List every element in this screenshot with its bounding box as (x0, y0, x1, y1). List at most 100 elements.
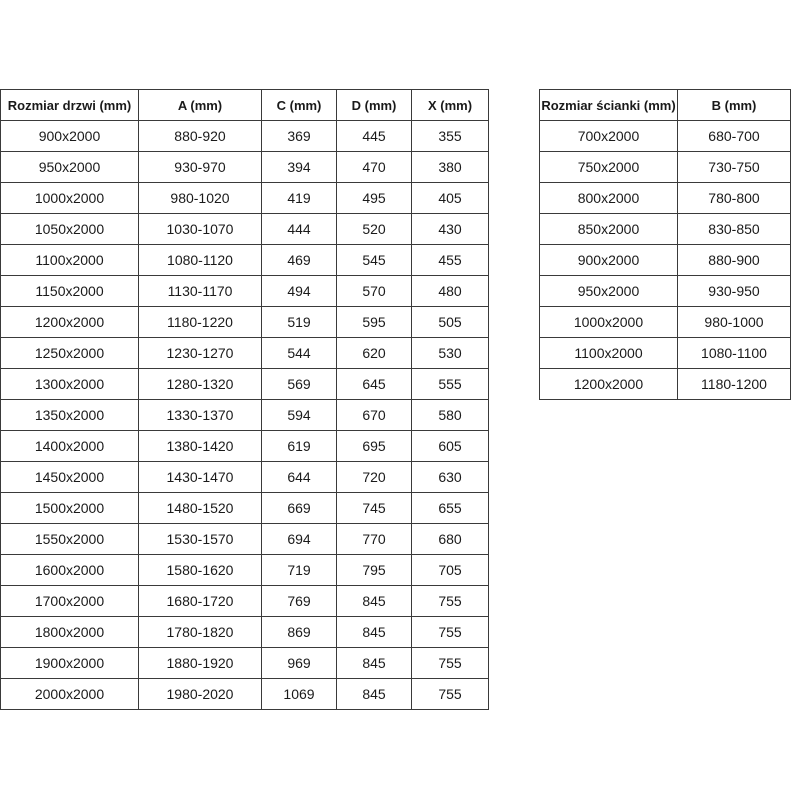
table-row: 1250x2000 1230-1270 544 620 530 (0, 337, 489, 369)
table-row: 2000x2000 1980-2020 1069 845 755 (0, 678, 489, 710)
table-cell: 720 (336, 461, 412, 493)
table-cell: 1980-2020 (138, 678, 262, 710)
table-row: 1700x2000 1680-1720 769 845 755 (0, 585, 489, 617)
table-cell: 780-800 (677, 182, 791, 214)
table-cell: 469 (261, 244, 337, 276)
table-cell: 755 (411, 616, 489, 648)
table-cell: 880-920 (138, 120, 262, 152)
table-cell: 1450x2000 (0, 461, 139, 493)
table-cell: 980-1020 (138, 182, 262, 214)
table-row: 950x2000 930-950 (539, 275, 791, 307)
column-header: B (mm) (677, 89, 791, 121)
table-row: 750x2000 730-750 (539, 151, 791, 183)
table-cell: 1480-1520 (138, 492, 262, 524)
table-cell: 930-950 (677, 275, 791, 307)
table-row: 700x2000 680-700 (539, 120, 791, 152)
table-cell: 845 (336, 647, 412, 679)
table-cell: 1900x2000 (0, 647, 139, 679)
table-cell: 1069 (261, 678, 337, 710)
table-cell: 1080-1120 (138, 244, 262, 276)
table-cell: 619 (261, 430, 337, 462)
table-cell: 930-970 (138, 151, 262, 183)
table-cell: 380 (411, 151, 489, 183)
table-cell: 480 (411, 275, 489, 307)
table-cell: 430 (411, 213, 489, 245)
table-cell: 1530-1570 (138, 523, 262, 555)
table-cell: 1030-1070 (138, 213, 262, 245)
table-cell: 555 (411, 368, 489, 400)
table-cell: 495 (336, 182, 412, 214)
table-cell: 1230-1270 (138, 337, 262, 369)
table-cell: 800x2000 (539, 182, 678, 214)
table-cell: 1680-1720 (138, 585, 262, 617)
table-cell: 980-1000 (677, 306, 791, 338)
table-cell: 1200x2000 (0, 306, 139, 338)
table-row: 1450x2000 1430-1470 644 720 630 (0, 461, 489, 493)
table-row: 1000x2000 980-1020 419 495 405 (0, 182, 489, 214)
table-cell: 1580-1620 (138, 554, 262, 586)
table-cell: 755 (411, 678, 489, 710)
table-cell: 419 (261, 182, 337, 214)
table-cell: 520 (336, 213, 412, 245)
table-cell: 544 (261, 337, 337, 369)
table-cell: 1800x2000 (0, 616, 139, 648)
table-cell: 1180-1220 (138, 306, 262, 338)
table-cell: 1200x2000 (539, 368, 678, 400)
table-cell: 570 (336, 275, 412, 307)
table-cell: 869 (261, 616, 337, 648)
table-row: 1550x2000 1530-1570 694 770 680 (0, 523, 489, 555)
table-row: 850x2000 830-850 (539, 213, 791, 245)
table-cell: 1400x2000 (0, 430, 139, 462)
table-cell: 594 (261, 399, 337, 431)
table-cell: 695 (336, 430, 412, 462)
table-row: 1000x2000 980-1000 (539, 306, 791, 338)
table-cell: 1380-1420 (138, 430, 262, 462)
table-row: 1350x2000 1330-1370 594 670 580 (0, 399, 489, 431)
table-cell: 569 (261, 368, 337, 400)
table-row: 1050x2000 1030-1070 444 520 430 (0, 213, 489, 245)
table-row: 1150x2000 1130-1170 494 570 480 (0, 275, 489, 307)
table-cell: 2000x2000 (0, 678, 139, 710)
table-cell: 700x2000 (539, 120, 678, 152)
table-cell: 630 (411, 461, 489, 493)
table-cell: 694 (261, 523, 337, 555)
table-cell: 1880-1920 (138, 647, 262, 679)
table-cell: 969 (261, 647, 337, 679)
column-header: X (mm) (411, 89, 489, 121)
table-cell: 745 (336, 492, 412, 524)
table-cell: 405 (411, 182, 489, 214)
table-row: 800x2000 780-800 (539, 182, 791, 214)
table-cell: 1000x2000 (0, 182, 139, 214)
table-cell: 605 (411, 430, 489, 462)
table-cell: 845 (336, 616, 412, 648)
table-cell: 670 (336, 399, 412, 431)
table-row: 1100x2000 1080-1100 (539, 337, 791, 369)
table-cell: 545 (336, 244, 412, 276)
door-size-table: Rozmiar drzwi (mm) A (mm) C (mm) D (mm) X (m… (0, 89, 489, 710)
table-cell: 1550x2000 (0, 523, 139, 555)
table-cell: 1330-1370 (138, 399, 262, 431)
table-cell: 1780-1820 (138, 616, 262, 648)
table-cell: 755 (411, 585, 489, 617)
table-row: 1400x2000 1380-1420 619 695 605 (0, 430, 489, 462)
table-row: 900x2000 880-900 (539, 244, 791, 276)
table-cell: 1050x2000 (0, 213, 139, 245)
table-row: 950x2000 930-970 394 470 380 (0, 151, 489, 183)
table-cell: 580 (411, 399, 489, 431)
column-header: A (mm) (138, 89, 262, 121)
table-cell: 845 (336, 585, 412, 617)
table-cell: 1350x2000 (0, 399, 139, 431)
column-header: C (mm) (261, 89, 337, 121)
table-row: 1200x2000 1180-1220 519 595 505 (0, 306, 489, 338)
table-cell: 519 (261, 306, 337, 338)
table-cell: 680 (411, 523, 489, 555)
table-cell: 1130-1170 (138, 275, 262, 307)
table-cell: 1300x2000 (0, 368, 139, 400)
table-row: 1300x2000 1280-1320 569 645 555 (0, 368, 489, 400)
table-cell: 680-700 (677, 120, 791, 152)
table-cell: 850x2000 (539, 213, 678, 245)
table-cell: 880-900 (677, 244, 791, 276)
table-cell: 1150x2000 (0, 275, 139, 307)
table-cell: 1250x2000 (0, 337, 139, 369)
column-header: Rozmiar drzwi (mm) (0, 89, 139, 121)
